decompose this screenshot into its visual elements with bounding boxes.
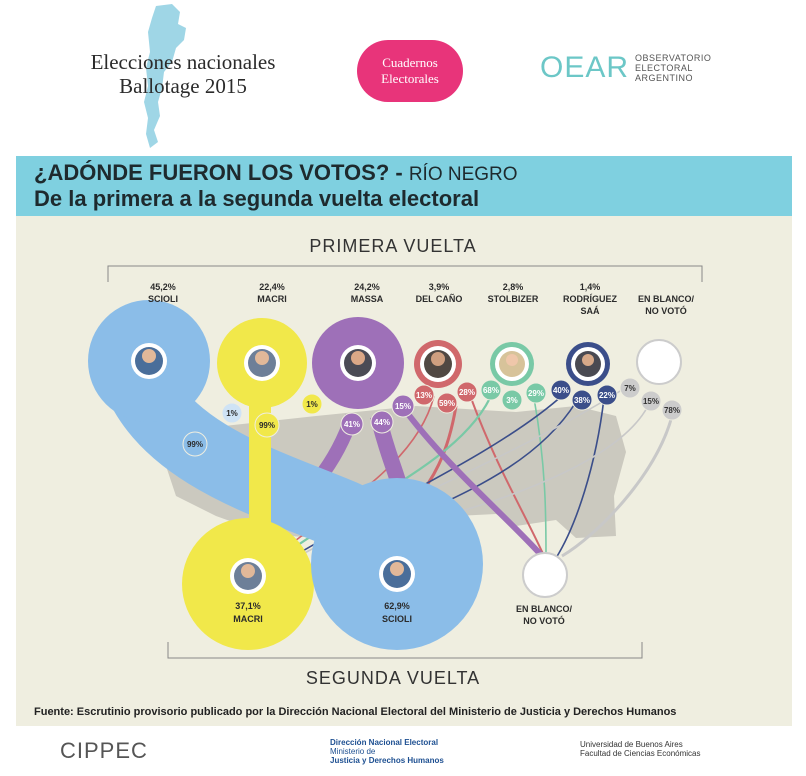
circle-blank-second (522, 552, 568, 598)
name-blank-first-1: EN BLANCO/ (638, 294, 694, 304)
oear-logo-line-1: OBSERVATORIO (635, 53, 712, 63)
pct-scioli-second: 62,9% (384, 601, 410, 611)
bubble-blank-macri: 7% (624, 384, 636, 393)
dne-logo-line-2: Ministerio de (330, 747, 376, 756)
flow-bubbles: 99% 1% 99% 1% 41% 44% 15% 13% 59% 28% 68… (182, 377, 683, 457)
name-macri-first: MACRI (257, 294, 287, 304)
second-round-frame (167, 642, 643, 659)
title-line-1: Elecciones nacionales (90, 50, 276, 74)
flow-massa-blank (399, 404, 545, 559)
vote-flow-svg: PRIMERA VUELTA SEGUNDA VUELTA (88, 236, 703, 688)
pct-rodriguez-first: 1,4% (580, 282, 601, 292)
badge-line-1: Cuadernos (382, 55, 438, 70)
dne-logo-line-1: Dirección Nacional Electoral (330, 738, 439, 747)
name-delcano-first: DEL CAÑO (416, 294, 463, 304)
name-scioli-first: SCIOLI (148, 294, 178, 304)
pct-macri-second: 37,1% (235, 601, 261, 611)
name-blank-second-2: NO VOTÓ (523, 615, 565, 626)
pct-massa-first: 24,2% (354, 282, 380, 292)
pct-scioli-first: 45,2% (150, 282, 176, 292)
oear-logo: OEAR OBSERVATORIO ELECTORAL ARGENTINO (540, 48, 711, 88)
oear-logo-line-2: ELECTORAL (635, 63, 693, 73)
uba-logo-line-2: Facultad de Ciencias Económicas (580, 749, 701, 758)
banner-heading-main: ¿ADÓNDE FUERON LOS VOTOS? - (34, 160, 409, 185)
first-round-label: PRIMERA VUELTA (309, 236, 476, 256)
name-blank-first-2: NO VOTÓ (645, 305, 687, 316)
bubble-massa-macri: 41% (344, 420, 360, 429)
banner-heading: ¿ADÓNDE FUERON LOS VOTOS? - RÍO NEGRO (34, 160, 518, 186)
second-round-labels: 37,1% MACRI 62,9% SCIOLI EN BLANCO/ NO V… (233, 601, 572, 626)
pct-macri-first: 22,4% (259, 282, 285, 292)
oear-logo-word: OEAR (540, 51, 630, 84)
second-round-label: SEGUNDA VUELTA (306, 668, 480, 688)
first-round-labels: 45,2% SCIOLI 22,4% MACRI 24,2% MASSA 3,9… (148, 282, 695, 316)
uba-logo-line-1: Universidad de Buenos Aires (580, 740, 683, 749)
bubble-stolbizer-blank: 29% (528, 389, 544, 398)
page-title: Elecciones nacionales Ballotage 2015 (58, 50, 308, 98)
name-massa-first: MASSA (351, 294, 384, 304)
cippec-logo: CIPPEC (60, 738, 148, 763)
bubble-massa-blank: 15% (395, 402, 411, 411)
bubble-rodriguez-macri: 40% (553, 386, 569, 395)
bubble-macri-scioli: 1% (306, 400, 318, 409)
bubble-stolbizer-scioli: 3% (506, 396, 518, 405)
first-round-frame (107, 265, 703, 282)
bubble-scioli-scioli: 99% (187, 440, 203, 449)
bubble-delcano-macri: 13% (416, 391, 432, 400)
badge-line-2: Electorales (381, 71, 439, 86)
flow-rodriguez-blank (555, 397, 605, 559)
name-stolbizer-first: STOLBIZER (488, 294, 539, 304)
footer-logos: CIPPEC Dirección Nacional Electoral Mini… (0, 732, 806, 776)
dne-logo: Dirección Nacional Electoral Ministerio … (330, 738, 444, 765)
bubble-delcano-blank: 28% (459, 388, 475, 397)
bubble-stolbizer-macri: 68% (483, 386, 499, 395)
name-rodriguez-first-1: RODRÍGUEZ (563, 294, 618, 304)
bubble-rodriguez-scioli: 38% (574, 396, 590, 405)
dne-logo-line-3: Justicia y Derechos Humanos (330, 756, 444, 765)
header: Elecciones nacionales Ballotage 2015 Cua… (0, 0, 806, 150)
name-scioli-second: SCIOLI (382, 614, 412, 624)
circle-blank-first (636, 339, 682, 385)
pct-delcano-first: 3,9% (429, 282, 450, 292)
bubble-macri-macri: 99% (259, 421, 275, 430)
bubble-blank-blank: 78% (664, 406, 680, 415)
cuadernos-electorales-badge: Cuadernos Electorales (357, 40, 463, 102)
banner-subheading: De la primera a la segunda vuelta electo… (34, 186, 480, 211)
source-note: Fuente: Escrutinio provisorio publicado … (34, 706, 677, 718)
bubble-rodriguez-blank: 22% (599, 391, 615, 400)
title-banner: ¿ADÓNDE FUERON LOS VOTOS? - RÍO NEGRO De… (16, 156, 792, 216)
flow-delcano-blank (470, 397, 545, 557)
bubble-scioli-macri: 1% (226, 409, 238, 418)
vote-flow-diagram: PRIMERA VUELTA SEGUNDA VUELTA (16, 216, 792, 726)
avatars (131, 343, 605, 594)
pct-stolbizer-first: 2,8% (503, 282, 524, 292)
title-line-2: Ballotage 2015 (119, 74, 247, 98)
uba-logo: Universidad de Buenos Aires Facultad de … (580, 740, 701, 758)
argentina-map-silhouette (144, 4, 186, 148)
bubble-blank-scioli: 15% (643, 397, 659, 406)
flow-stolbizer-blank (533, 397, 547, 557)
bubble-massa-scioli: 44% (374, 418, 390, 427)
oear-logo-line-3: ARGENTINO (635, 73, 694, 83)
name-rodriguez-first-2: SAÁ (580, 306, 600, 316)
banner-region: RÍO NEGRO (408, 164, 518, 185)
name-blank-second-1: EN BLANCO/ (516, 604, 572, 614)
bubble-delcano-scioli: 59% (439, 399, 455, 408)
name-macri-second: MACRI (233, 614, 263, 624)
flow-blank-blank (561, 415, 674, 558)
